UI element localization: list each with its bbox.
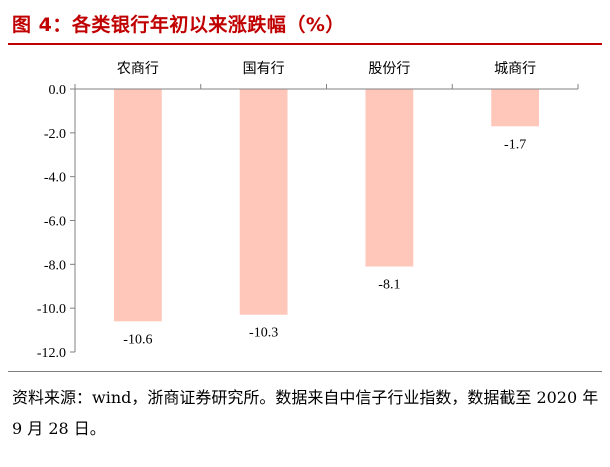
x-category-label: 农商行 — [117, 61, 159, 77]
y-tick-label: -2.0 — [44, 127, 66, 142]
bar-value-label: -1.7 — [504, 137, 526, 152]
bar — [365, 89, 414, 267]
figure-title: 图 4：各类银行年初以来涨跌幅（%） — [12, 14, 345, 36]
x-category-label: 国有行 — [243, 61, 285, 77]
bar-chart: 0.0 -2.0 -4.0 -6.0 -8.0 -10.0 -12.0 -10.6 -10.3 -… — [37, 61, 579, 361]
y-tick-label: -12.0 — [37, 346, 66, 361]
bar-value-label: -10.3 — [249, 326, 278, 341]
y-tick-label: -6.0 — [44, 215, 66, 230]
bar-value-label: -10.6 — [123, 332, 152, 347]
title-underline — [8, 43, 602, 45]
y-tick-label: -4.0 — [44, 171, 66, 186]
source-note: 资料来源：wind，浙商证券研究所。数据来自中信子行业指数，数据截至 2020 … — [12, 388, 599, 438]
y-tick-label: 0.0 — [49, 83, 67, 98]
x-category-label: 城商行 — [494, 61, 536, 77]
y-tick-label: -8.0 — [44, 258, 66, 273]
bar — [239, 89, 288, 315]
x-category-label: 股份行 — [368, 61, 410, 77]
y-tick-label: -10.0 — [37, 302, 66, 317]
source-divider — [8, 371, 602, 372]
bar — [491, 89, 540, 127]
bar — [113, 89, 162, 322]
bar-value-label: -8.1 — [378, 278, 400, 293]
